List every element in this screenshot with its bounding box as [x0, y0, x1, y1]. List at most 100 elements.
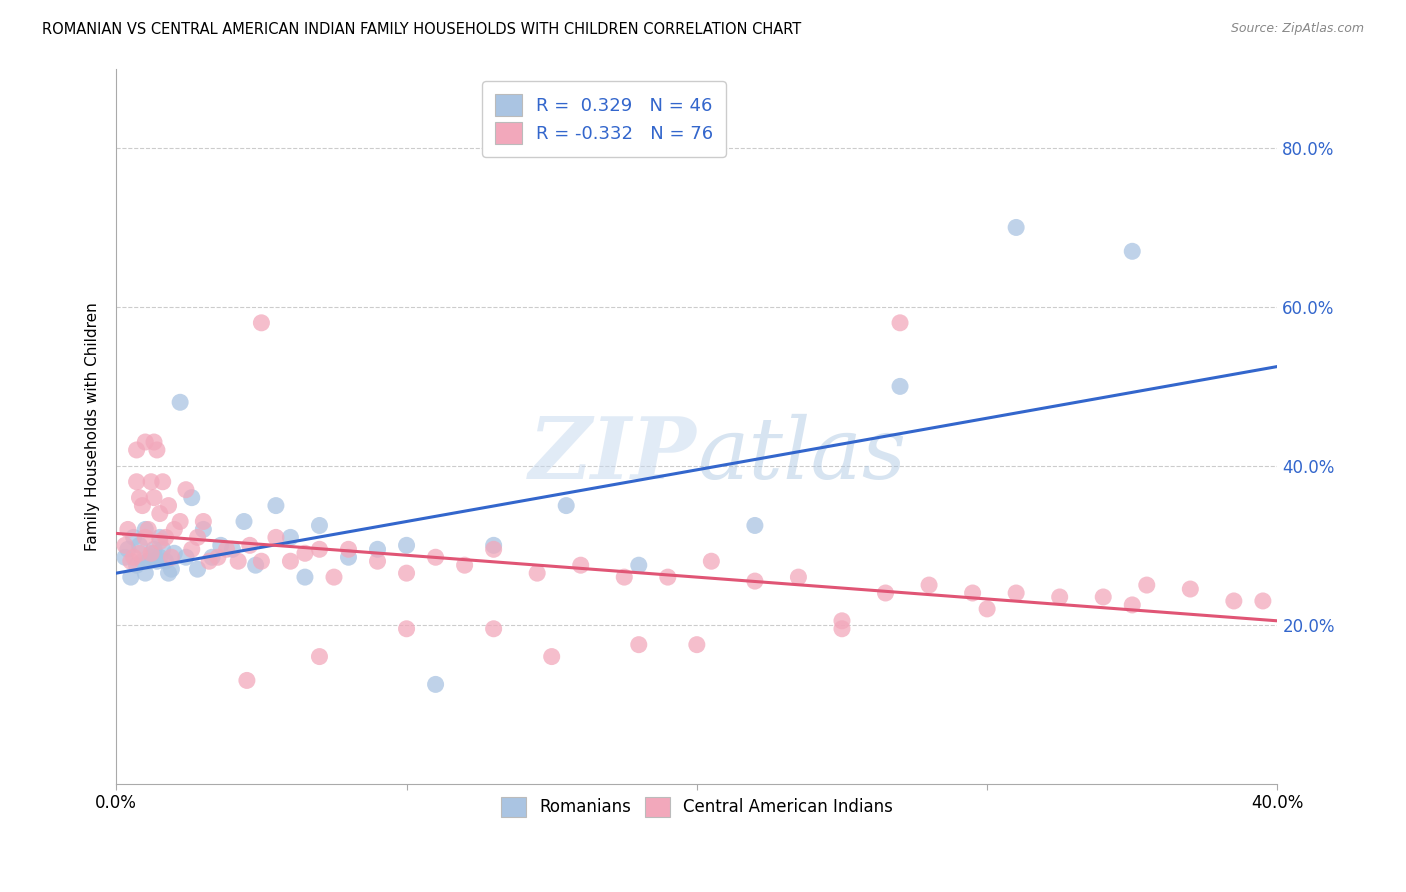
- Point: [308, 518, 330, 533]
- Point: [120, 554, 142, 568]
- Point: [395, 538, 418, 552]
- Point: [160, 562, 183, 576]
- Text: Source: ZipAtlas.com: Source: ZipAtlas.com: [1230, 22, 1364, 36]
- Point: [425, 677, 447, 691]
- Point: [134, 435, 156, 450]
- Point: [136, 554, 159, 568]
- Point: [128, 491, 150, 505]
- Point: [152, 475, 174, 489]
- Point: [201, 550, 224, 565]
- Point: [120, 570, 142, 584]
- Point: [1251, 594, 1274, 608]
- Point: [976, 602, 998, 616]
- Point: [233, 515, 256, 529]
- Point: [143, 542, 166, 557]
- Point: [367, 542, 389, 557]
- Point: [236, 673, 259, 688]
- Point: [139, 546, 162, 560]
- Point: [482, 622, 505, 636]
- Point: [143, 435, 166, 450]
- Point: [117, 523, 139, 537]
- Point: [395, 622, 418, 636]
- Point: [962, 586, 984, 600]
- Point: [187, 530, 209, 544]
- Point: [308, 649, 330, 664]
- Point: [627, 558, 650, 573]
- Point: [1049, 590, 1071, 604]
- Point: [337, 542, 360, 557]
- Point: [174, 550, 197, 565]
- Point: [367, 554, 389, 568]
- Point: [744, 574, 766, 588]
- Point: [149, 530, 172, 544]
- Point: [918, 578, 941, 592]
- Point: [149, 507, 172, 521]
- Point: [308, 542, 330, 557]
- Point: [169, 395, 191, 409]
- Point: [131, 499, 153, 513]
- Point: [744, 518, 766, 533]
- Point: [482, 542, 505, 557]
- Point: [155, 530, 177, 544]
- Point: [169, 515, 191, 529]
- Point: [1180, 582, 1202, 596]
- Point: [136, 523, 159, 537]
- Point: [125, 558, 148, 573]
- Point: [128, 538, 150, 552]
- Point: [831, 622, 853, 636]
- Point: [163, 546, 186, 560]
- Point: [134, 523, 156, 537]
- Point: [1121, 244, 1143, 259]
- Point: [149, 550, 172, 565]
- Point: [193, 523, 215, 537]
- Point: [700, 554, 723, 568]
- Point: [613, 570, 636, 584]
- Text: atlas: atlas: [697, 413, 905, 496]
- Point: [163, 523, 186, 537]
- Text: ZIP: ZIP: [529, 413, 697, 497]
- Legend: Romanians, Central American Indians: Romanians, Central American Indians: [492, 789, 901, 825]
- Point: [139, 475, 162, 489]
- Point: [280, 554, 302, 568]
- Point: [131, 554, 153, 568]
- Point: [526, 566, 548, 581]
- Point: [187, 562, 209, 576]
- Point: [128, 546, 150, 560]
- Point: [157, 499, 180, 513]
- Point: [198, 554, 221, 568]
- Point: [239, 538, 262, 552]
- Point: [143, 546, 166, 560]
- Point: [482, 538, 505, 552]
- Point: [134, 530, 156, 544]
- Point: [117, 542, 139, 557]
- Point: [555, 499, 578, 513]
- Point: [569, 558, 592, 573]
- Point: [250, 316, 273, 330]
- Point: [323, 570, 346, 584]
- Point: [180, 542, 202, 557]
- Point: [114, 538, 136, 552]
- Point: [155, 554, 177, 568]
- Point: [139, 550, 162, 565]
- Point: [146, 442, 169, 457]
- Point: [889, 379, 911, 393]
- Point: [160, 550, 183, 565]
- Point: [207, 550, 229, 565]
- Point: [889, 316, 911, 330]
- Point: [180, 491, 202, 505]
- Point: [337, 550, 360, 565]
- Point: [134, 566, 156, 581]
- Point: [149, 534, 172, 549]
- Point: [114, 550, 136, 565]
- Point: [125, 475, 148, 489]
- Y-axis label: Family Households with Children: Family Households with Children: [86, 301, 100, 550]
- Point: [157, 566, 180, 581]
- Point: [1121, 598, 1143, 612]
- Point: [209, 538, 232, 552]
- Point: [226, 554, 249, 568]
- Point: [627, 638, 650, 652]
- Point: [122, 530, 145, 544]
- Point: [395, 566, 418, 581]
- Point: [1005, 586, 1028, 600]
- Point: [146, 554, 169, 568]
